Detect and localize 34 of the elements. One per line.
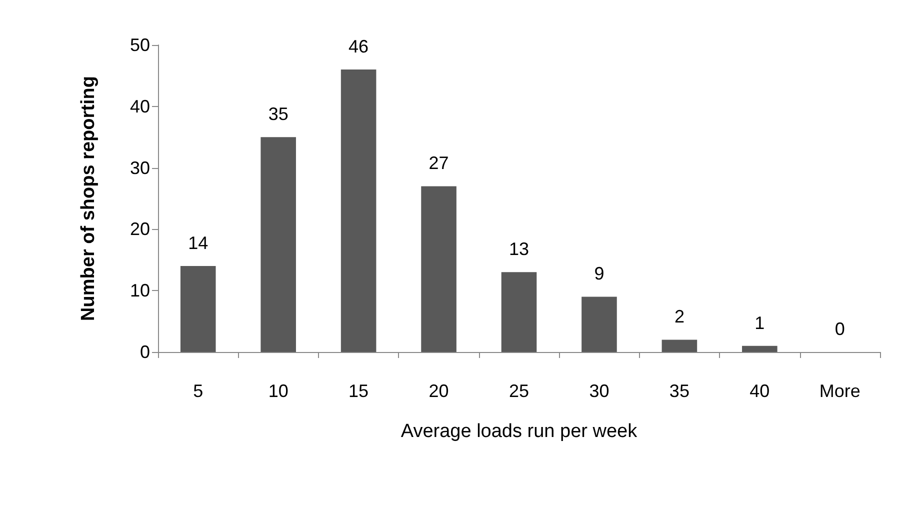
y-axis-title: Number of shops reporting bbox=[78, 76, 99, 321]
bar bbox=[180, 266, 216, 352]
y-tick-label: 30 bbox=[130, 158, 150, 178]
data-label: 1 bbox=[754, 312, 765, 333]
data-label: 27 bbox=[428, 153, 449, 174]
bar bbox=[582, 296, 617, 352]
data-label: 35 bbox=[268, 104, 288, 124]
y-tick-label: 10 bbox=[130, 280, 150, 301]
bar bbox=[260, 137, 296, 352]
data-label: 46 bbox=[348, 36, 369, 57]
bar bbox=[662, 340, 698, 352]
bar bbox=[340, 70, 376, 352]
bar bbox=[742, 346, 778, 352]
x-tick-label: 35 bbox=[669, 381, 690, 401]
x-tick-label: 25 bbox=[508, 381, 530, 401]
x-tick-label: 5 bbox=[193, 381, 204, 401]
y-tick-label: 40 bbox=[130, 96, 150, 116]
data-label: 2 bbox=[674, 306, 684, 327]
bar bbox=[501, 272, 537, 352]
data-label: 13 bbox=[508, 239, 530, 260]
x-tick-label: More bbox=[819, 381, 860, 401]
data-label: 9 bbox=[594, 264, 604, 284]
bar bbox=[421, 186, 456, 352]
x-tick-label: 40 bbox=[750, 381, 770, 401]
y-tick-label: 50 bbox=[130, 35, 150, 55]
data-label: 14 bbox=[188, 233, 208, 254]
data-label: 0 bbox=[834, 319, 845, 339]
x-axis-title: Average loads run per week bbox=[400, 421, 638, 442]
y-tick-label: 20 bbox=[130, 219, 150, 240]
x-tick-label: 10 bbox=[268, 381, 288, 401]
y-tick-label: 0 bbox=[140, 342, 150, 362]
x-tick-label: 20 bbox=[428, 381, 449, 401]
x-tick-label: 30 bbox=[589, 381, 610, 401]
x-tick-label: 15 bbox=[348, 381, 369, 401]
